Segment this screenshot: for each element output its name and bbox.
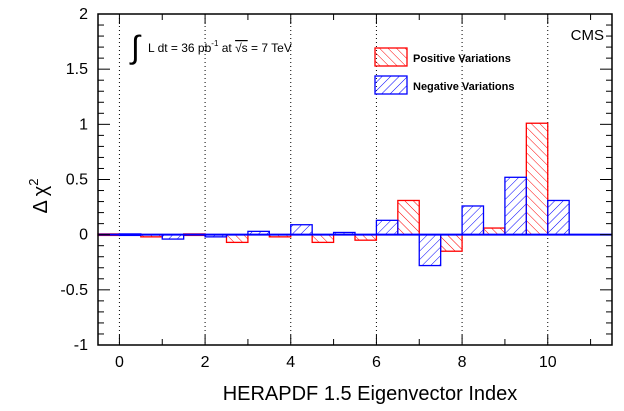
bars bbox=[97, 122, 570, 267]
bar-negative-4 bbox=[290, 224, 313, 236]
legend-label-negative: Negative Variations bbox=[413, 81, 515, 93]
legend-swatch-negative bbox=[374, 75, 408, 95]
legend-swatch-positive bbox=[374, 47, 408, 67]
bar-positive-3 bbox=[225, 234, 249, 244]
tick-labels: 0 2 4 6 8 10 -1 -0.5 0 0.5 1 1.5 2 bbox=[60, 6, 556, 371]
lumi-annotation: L dt = 36 pb-1 at √s = 7 TeV bbox=[148, 39, 292, 55]
x-tick-label-8: 8 bbox=[458, 354, 467, 371]
x-tick-label-4: 4 bbox=[286, 354, 295, 371]
lumi-integral-sign: ∫ bbox=[129, 29, 142, 65]
bar-negative-6 bbox=[375, 219, 399, 236]
bar-positive-7 bbox=[397, 199, 420, 236]
legend: Positive Variations Negative Variations bbox=[374, 47, 515, 95]
bar-positive-8 bbox=[440, 234, 463, 252]
bar-negative-10 bbox=[547, 199, 570, 236]
cms-label: CMS bbox=[571, 27, 604, 44]
bar-negative-8 bbox=[461, 205, 485, 236]
legend-label-positive: Positive Variations bbox=[413, 53, 511, 65]
bar-positive-5 bbox=[311, 234, 335, 244]
y-tick-label--1: -1 bbox=[74, 337, 88, 354]
x-tick-label-10: 10 bbox=[539, 354, 557, 371]
axis-ticks bbox=[98, 13, 612, 346]
bar-negative-7 bbox=[418, 234, 442, 267]
y-tick-label-1: 1 bbox=[79, 116, 88, 133]
y-tick-label-0.5: 0.5 bbox=[66, 172, 88, 189]
y-tick-label-1.5: 1.5 bbox=[66, 61, 88, 78]
y-tick-label-2: 2 bbox=[79, 6, 88, 23]
x-tick-label-6: 6 bbox=[372, 354, 381, 371]
x-tick-label-2: 2 bbox=[201, 354, 210, 371]
bar-negative-9 bbox=[504, 176, 527, 236]
bar-positive-10 bbox=[525, 122, 549, 236]
y-axis-label: Δχ2 bbox=[26, 178, 52, 213]
y-tick-label-0: 0 bbox=[79, 227, 88, 244]
x-axis-label: HERAPDF 1.5 Eigenvector Index bbox=[223, 383, 518, 405]
x-tick-label-0: 0 bbox=[115, 354, 124, 371]
y-tick-label--0.5: -0.5 bbox=[60, 282, 88, 299]
